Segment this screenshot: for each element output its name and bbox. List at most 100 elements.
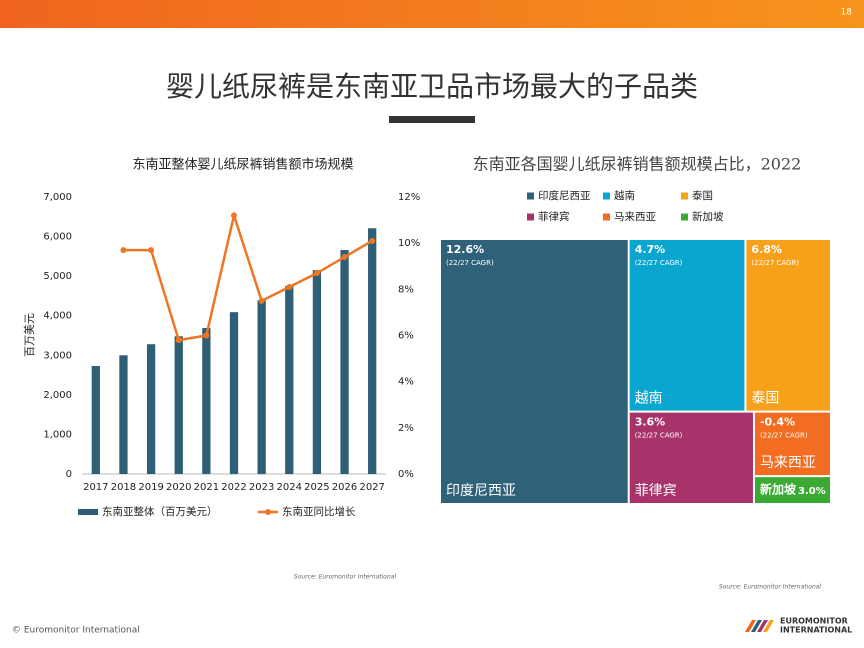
bar xyxy=(202,327,211,474)
legend-swatch xyxy=(265,509,271,515)
cagr-label: 6.8% xyxy=(751,243,782,256)
legend-swatch xyxy=(681,192,688,200)
line-point xyxy=(231,212,237,219)
legend-swatch xyxy=(527,213,534,221)
cagr-label: 3.0% xyxy=(798,486,826,497)
y-tick-label: 0 xyxy=(66,469,72,480)
y2-tick-label: 2% xyxy=(398,423,414,434)
title-underline xyxy=(389,116,475,123)
bar xyxy=(368,228,377,474)
line-point xyxy=(341,254,348,261)
treemap-box xyxy=(629,240,745,411)
y-tick-label: 6,000 xyxy=(43,232,72,243)
legend-swatch xyxy=(527,192,534,200)
cagr-label: 4.7% xyxy=(635,243,666,256)
y2-tick-label: 12% xyxy=(398,192,420,203)
country-label: 菲律宾 xyxy=(635,483,677,499)
x-tick-label: 2019 xyxy=(138,482,163,493)
x-tick-label: 2021 xyxy=(194,482,219,493)
x-tick-label: 2026 xyxy=(332,482,357,493)
treemap-box xyxy=(629,412,753,503)
cagr-note: (22/27 CAGR) xyxy=(760,432,808,440)
x-tick-label: 2023 xyxy=(249,482,274,493)
slide-title: 婴儿纸尿裤是东南亚卫品市场最大的子品类 xyxy=(166,70,698,103)
bar xyxy=(257,300,266,474)
y2-tick-label: 4% xyxy=(398,377,414,388)
bar xyxy=(174,336,183,474)
y-tick-label: 1,000 xyxy=(43,429,72,440)
source-note: Source: Euromonitor International xyxy=(294,574,397,581)
y-tick-label: 7,000 xyxy=(43,192,72,203)
legend-swatch xyxy=(78,509,98,515)
bar xyxy=(340,250,349,474)
treemap-box xyxy=(754,412,830,476)
x-tick-label: 2018 xyxy=(111,482,136,493)
cagr-label: -0.4% xyxy=(760,416,795,429)
cagr-note: (22/27 CAGR) xyxy=(635,432,683,440)
x-tick-label: 2020 xyxy=(166,482,191,493)
legend-label: 越南 xyxy=(614,189,635,202)
x-tick-label: 2017 xyxy=(83,482,108,493)
legend-label: 东南亚整体（百万美元） xyxy=(102,505,218,518)
logo-stripe xyxy=(757,620,768,632)
bar xyxy=(312,270,322,474)
chart-title: 东南亚整体婴儿纸尿裤销售额市场规模 xyxy=(132,157,353,173)
line xyxy=(123,210,373,342)
chart-title: 东南亚各国婴儿纸尿裤销售额规模占比，2022 xyxy=(473,155,802,174)
legend-label: 印度尼西亚 xyxy=(538,189,591,202)
line-point xyxy=(258,297,265,304)
legend-swatch xyxy=(603,192,610,200)
line-point xyxy=(369,237,376,244)
bar xyxy=(91,365,100,474)
country-label: 泰国 xyxy=(751,391,779,407)
legend-swatch xyxy=(603,213,610,221)
cagr-note: (22/27 CAGR) xyxy=(635,259,683,267)
cagr-label: 3.6% xyxy=(635,416,666,429)
line-point xyxy=(286,284,293,291)
line-point xyxy=(148,247,155,254)
copyright: © Euromonitor International xyxy=(12,626,140,636)
y2-tick-label: 10% xyxy=(398,238,420,249)
legend-swatch xyxy=(681,213,688,221)
y-tick-label: 2,000 xyxy=(43,390,72,401)
line-point xyxy=(313,270,320,277)
legend-label: 东南亚同比增长 xyxy=(282,505,356,518)
line-point xyxy=(175,337,182,344)
country-label: 印度尼西亚 xyxy=(446,483,516,499)
cagr-label: 12.6% xyxy=(446,243,484,256)
bar xyxy=(146,344,156,474)
logo-stripe xyxy=(751,620,762,632)
legend-label: 新加坡 xyxy=(692,210,724,223)
bar xyxy=(229,312,239,474)
y-tick-label: 5,000 xyxy=(43,271,72,282)
y-axis-label: 百万美元 xyxy=(23,313,36,357)
country-label: 新加坡 xyxy=(760,482,797,497)
bar xyxy=(119,355,128,474)
country-label: 越南 xyxy=(635,391,663,407)
x-tick-label: 2027 xyxy=(359,482,384,493)
treemap-box xyxy=(441,240,628,503)
legend-label: 马来西亚 xyxy=(614,211,656,223)
x-tick-label: 2024 xyxy=(277,482,302,493)
legend-label: 菲律宾 xyxy=(538,210,570,223)
logo-text: INTERNATIONAL xyxy=(780,626,852,635)
logo-stripe xyxy=(745,620,756,632)
x-tick-label: 2022 xyxy=(221,482,246,493)
logo: EUROMONITOR INTERNATIONAL xyxy=(745,617,852,635)
source-note: Source: Euromonitor International xyxy=(719,584,822,591)
cagr-note: (22/27 CAGR) xyxy=(446,259,494,267)
logo-text: EUROMONITOR xyxy=(780,617,848,626)
cagr-note: (22/27 CAGR) xyxy=(751,259,799,267)
header-bar xyxy=(0,0,864,28)
treemap-box xyxy=(754,477,830,503)
legend-label: 泰国 xyxy=(692,189,713,202)
y-tick-label: 4,000 xyxy=(43,311,72,322)
country-label: 马来西亚 xyxy=(760,455,816,471)
y-tick-label: 3,000 xyxy=(43,350,72,361)
line-point xyxy=(203,332,210,339)
treemap-box xyxy=(746,240,830,411)
y2-tick-label: 0% xyxy=(398,469,414,480)
x-tick-label: 2025 xyxy=(304,482,329,493)
bar xyxy=(285,286,294,474)
